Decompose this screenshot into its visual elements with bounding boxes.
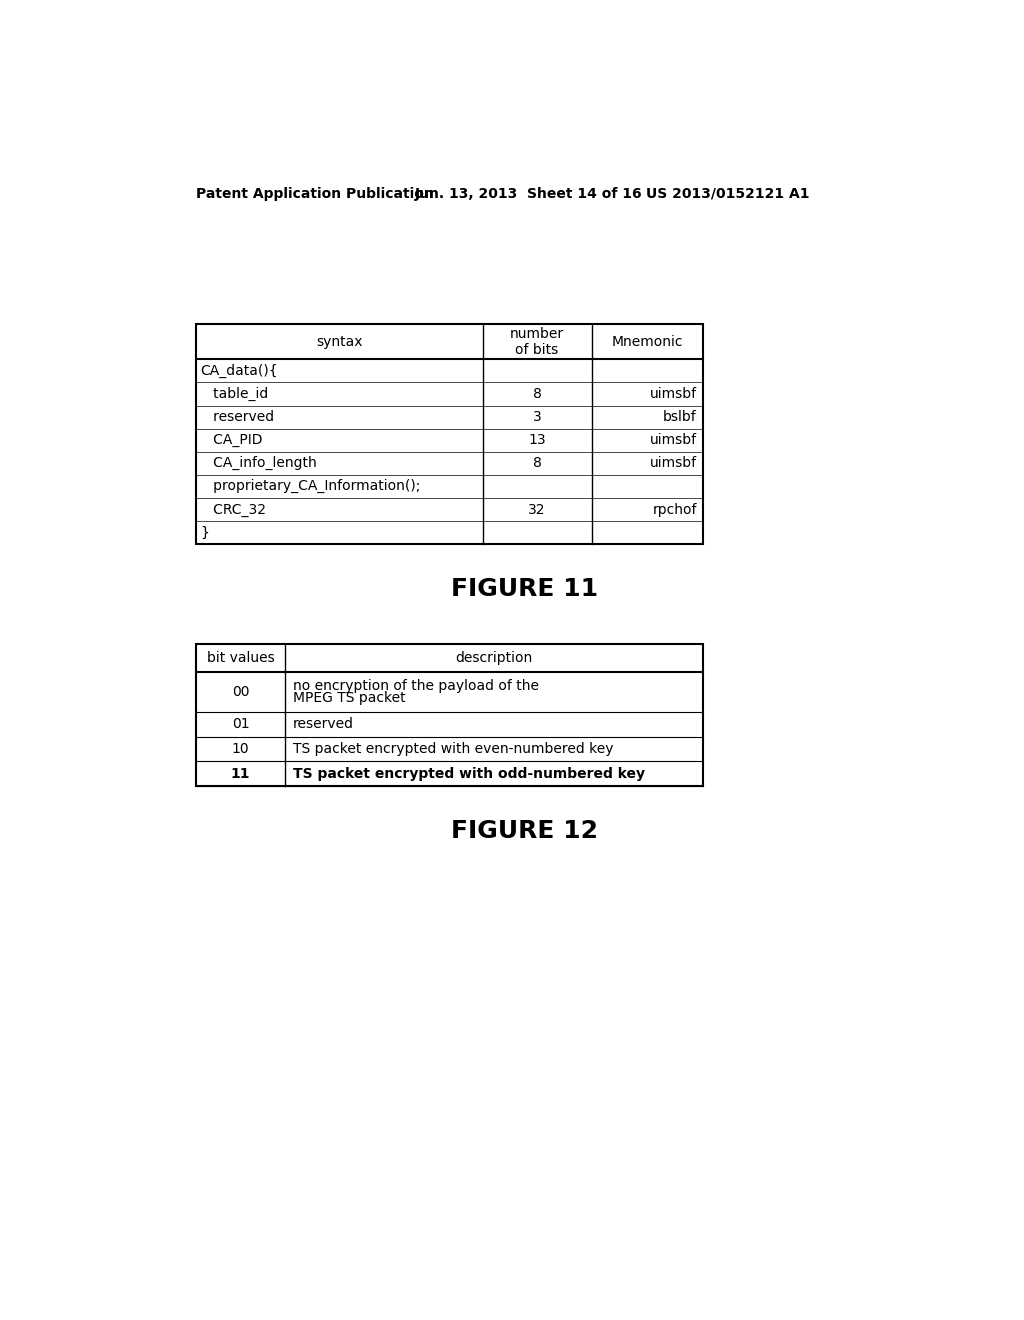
- Text: FIGURE 11: FIGURE 11: [452, 577, 598, 601]
- Text: 10: 10: [231, 742, 250, 756]
- Text: description: description: [456, 651, 532, 665]
- Text: uimsbf: uimsbf: [649, 387, 697, 401]
- Text: uimsbf: uimsbf: [649, 433, 697, 447]
- Text: 01: 01: [231, 717, 250, 731]
- Text: table_id: table_id: [200, 387, 268, 401]
- Text: reserved: reserved: [200, 411, 274, 424]
- Bar: [197, 323, 703, 544]
- Text: 3: 3: [532, 411, 542, 424]
- Bar: [197, 644, 703, 785]
- Text: 32: 32: [528, 503, 546, 516]
- Text: bslbf: bslbf: [664, 411, 697, 424]
- Text: CA_data(){: CA_data(){: [200, 364, 278, 378]
- Text: syntax: syntax: [316, 335, 362, 348]
- Text: }: }: [200, 525, 209, 540]
- Text: MPEG TS packet: MPEG TS packet: [293, 692, 406, 705]
- Text: 8: 8: [532, 387, 542, 401]
- Text: rpchof: rpchof: [652, 503, 697, 516]
- Text: CA_PID: CA_PID: [200, 433, 262, 447]
- Text: FIGURE 12: FIGURE 12: [452, 818, 598, 842]
- Text: proprietary_CA_Information();: proprietary_CA_Information();: [200, 479, 421, 494]
- Text: CRC_32: CRC_32: [200, 503, 266, 516]
- Text: 8: 8: [532, 457, 542, 470]
- Text: Jun. 13, 2013  Sheet 14 of 16: Jun. 13, 2013 Sheet 14 of 16: [415, 187, 642, 201]
- Text: 11: 11: [230, 767, 250, 780]
- Text: TS packet encrypted with odd-numbered key: TS packet encrypted with odd-numbered ke…: [293, 767, 645, 780]
- Text: reserved: reserved: [293, 717, 353, 731]
- Text: TS packet encrypted with even-numbered key: TS packet encrypted with even-numbered k…: [293, 742, 613, 756]
- Text: Patent Application Publication: Patent Application Publication: [197, 187, 434, 201]
- Text: no encryption of the payload of the: no encryption of the payload of the: [293, 678, 539, 693]
- Text: Mnemonic: Mnemonic: [611, 335, 683, 348]
- Text: number
of bits: number of bits: [510, 326, 564, 356]
- Text: uimsbf: uimsbf: [649, 457, 697, 470]
- Text: CA_info_length: CA_info_length: [200, 457, 316, 470]
- Text: bit values: bit values: [207, 651, 274, 665]
- Text: US 2013/0152121 A1: US 2013/0152121 A1: [646, 187, 809, 201]
- Text: 13: 13: [528, 433, 546, 447]
- Text: 00: 00: [231, 685, 249, 700]
